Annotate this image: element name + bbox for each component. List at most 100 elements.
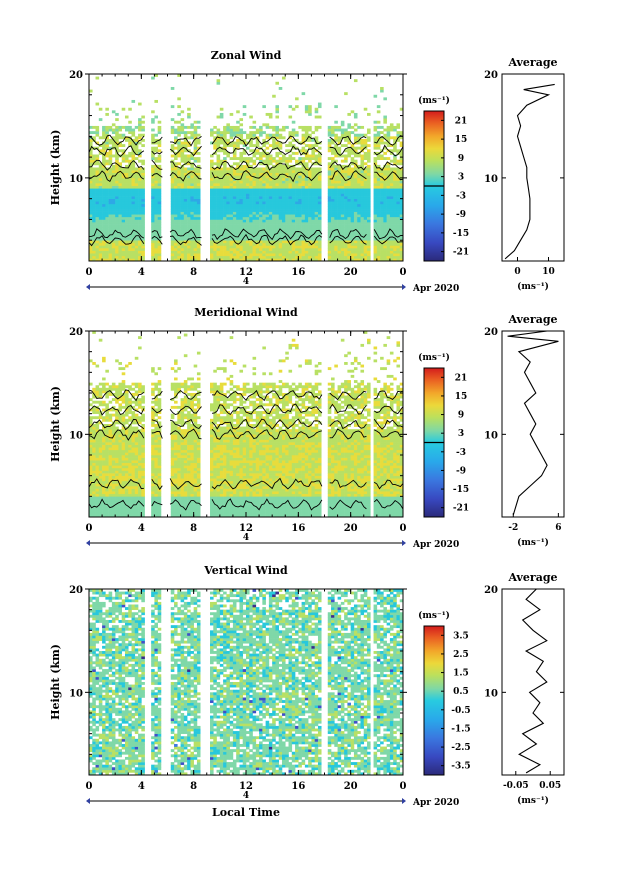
heat-cell — [102, 444, 106, 448]
heat-cell — [98, 460, 103, 464]
heat-cell — [115, 501, 119, 505]
heat-cell — [353, 133, 358, 137]
heat-cell — [128, 128, 132, 132]
heat-cell — [118, 493, 123, 497]
heat-cell — [229, 227, 234, 231]
heat-cell — [151, 250, 155, 254]
heat-cell — [92, 331, 96, 334]
heat-cell — [353, 167, 358, 171]
heat-cell — [108, 506, 113, 510]
heat-cell — [134, 498, 139, 502]
heat-cell — [196, 188, 201, 192]
heat-cell — [304, 248, 309, 251]
heat-cell — [98, 480, 103, 484]
heat-cell — [102, 473, 106, 476]
heat-cell — [92, 219, 96, 223]
heat-cell — [219, 138, 224, 142]
heat-cell — [193, 222, 198, 225]
heat-cell — [301, 219, 306, 223]
heat-cell — [183, 157, 188, 161]
heat-cell — [249, 232, 253, 236]
heat-cell — [246, 172, 250, 176]
heat-cell — [334, 193, 338, 197]
heat-cell — [151, 175, 155, 179]
heat-cell — [331, 190, 335, 194]
heat-cell — [295, 245, 299, 249]
heat-cell — [327, 177, 332, 181]
heat-cell — [95, 250, 100, 254]
heat-cell — [347, 170, 351, 173]
heat-cell — [138, 232, 142, 236]
heat-cell — [95, 198, 100, 202]
heat-cell — [249, 240, 253, 244]
heat-cell — [151, 110, 155, 114]
heat-cell — [121, 483, 126, 487]
heat-cell — [327, 131, 332, 135]
heat-cell — [216, 240, 221, 244]
x-tick-label: 12 — [239, 267, 253, 278]
heat-cell — [89, 488, 93, 492]
heat-cell — [92, 206, 96, 210]
heat-cell — [151, 222, 155, 225]
heat-cell — [281, 170, 286, 173]
heat-cell — [115, 146, 119, 150]
heat-cell — [360, 255, 365, 259]
heat-cell — [236, 133, 240, 137]
heat-cell — [180, 250, 185, 254]
heat-cell — [216, 216, 221, 220]
heat-cell — [98, 107, 103, 111]
heat-cell — [111, 196, 116, 199]
heat-cell — [229, 224, 234, 228]
heat-cell — [115, 227, 119, 231]
heat-cell — [216, 79, 221, 83]
heat-cell — [95, 460, 100, 464]
heat-cell — [337, 128, 342, 132]
heat-cell — [141, 209, 145, 212]
heat-cell — [301, 224, 306, 228]
heat-cell — [105, 219, 109, 223]
heat-cell — [360, 248, 365, 251]
heat-cell — [174, 193, 178, 197]
heat-cell — [331, 245, 335, 249]
heat-cell — [246, 224, 250, 228]
heat-cell — [367, 235, 371, 238]
heat-cell — [236, 198, 240, 202]
heat-cell — [376, 214, 381, 218]
heat-cell — [174, 227, 178, 231]
heat-cell — [353, 216, 358, 220]
heat-cell — [262, 245, 266, 249]
heat-cell — [187, 125, 191, 129]
heat-cell — [134, 475, 139, 479]
heat-cell — [275, 125, 280, 129]
heat-cell — [337, 237, 342, 241]
heat-cell — [177, 240, 181, 244]
heat-cell — [187, 177, 191, 181]
heat-cell — [252, 196, 257, 199]
heat-cell — [376, 237, 381, 241]
heat-cell — [180, 180, 185, 184]
heat-cell — [304, 196, 309, 199]
heat-cell — [350, 144, 355, 148]
heat-cell — [111, 123, 116, 127]
heat-cell — [124, 172, 129, 176]
heat-cell — [180, 175, 185, 179]
heat-cell — [350, 149, 355, 153]
heat-cell — [357, 125, 361, 129]
heat-cell — [128, 442, 132, 445]
heat-cell — [154, 159, 158, 163]
heat-cell — [337, 193, 342, 197]
heat-cell — [399, 242, 404, 246]
heat-cell — [360, 183, 365, 186]
heat-cell — [115, 167, 119, 171]
heat-cell — [295, 224, 299, 228]
heat-cell — [219, 167, 224, 171]
heat-cell — [304, 198, 309, 202]
heat-cell — [219, 198, 224, 202]
heat-cell — [157, 177, 162, 181]
heat-cell — [157, 120, 162, 124]
heat-cell — [239, 123, 244, 127]
heat-cell — [102, 224, 106, 228]
heat-cell — [105, 457, 109, 461]
heat-cell — [98, 253, 103, 257]
heat-cell — [108, 436, 113, 440]
